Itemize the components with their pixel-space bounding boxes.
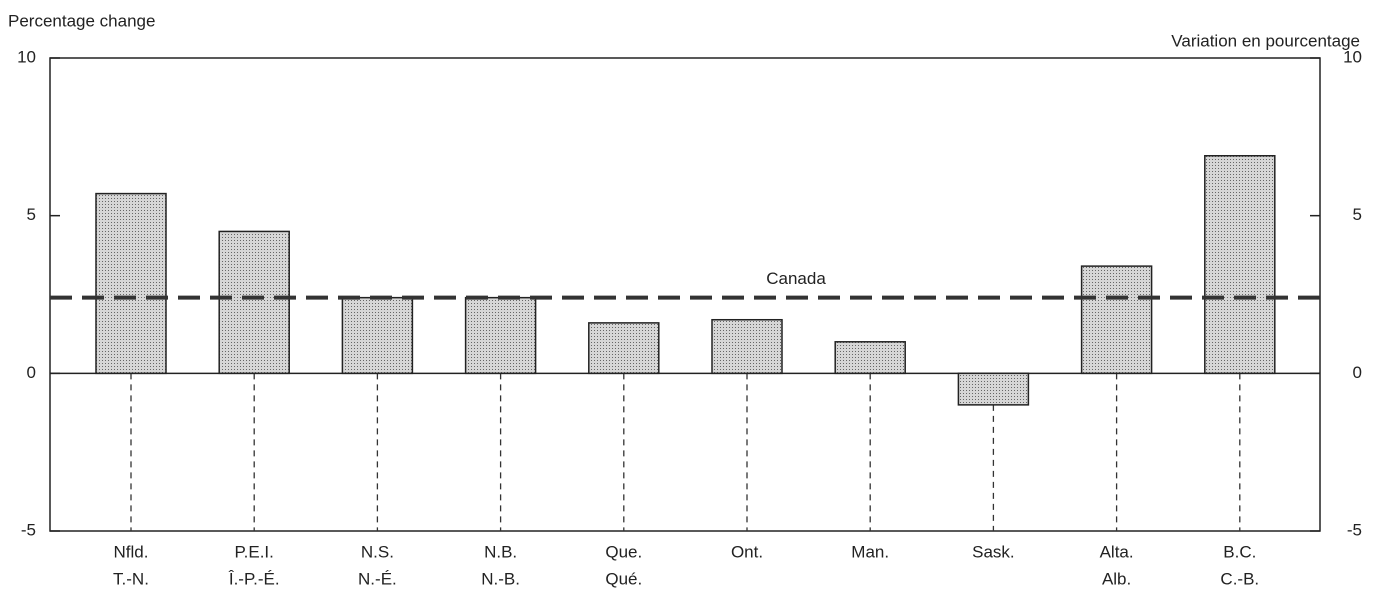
bar <box>588 322 660 375</box>
x-tick-label: B.C. <box>1223 542 1256 561</box>
x-tick-label: N.B. <box>484 542 517 561</box>
x-tick-label: N.S. <box>361 542 394 561</box>
bar <box>218 230 290 375</box>
x-tick-label-fr: N.-B. <box>481 569 520 588</box>
bar <box>711 318 783 375</box>
y-tick-label: 5 <box>27 205 36 224</box>
x-tick-label-fr: T.-N. <box>113 569 149 588</box>
y2-tick-label: 0 <box>1353 363 1362 382</box>
y2-axis-title: Variation en pourcentage <box>1171 31 1360 50</box>
y-tick-label: -5 <box>21 520 36 539</box>
bar <box>95 192 167 375</box>
x-tick-label: Que. <box>605 542 642 561</box>
y2-tick-label: 5 <box>1353 205 1362 224</box>
x-tick-label-fr: Î.-P.-É. <box>228 569 280 588</box>
y-tick-label: 0 <box>27 363 36 382</box>
y-tick-label: 10 <box>17 47 36 66</box>
x-tick-label: Nfld. <box>114 542 149 561</box>
x-tick-label-fr: N.-É. <box>358 569 397 588</box>
plot-frame <box>49 57 1321 532</box>
x-tick-label: P.E.I. <box>235 542 274 561</box>
bar <box>341 296 414 375</box>
x-tick-label: Ont. <box>731 542 763 561</box>
x-tick-label-fr: Alb. <box>1102 569 1131 588</box>
x-tick-label: Man. <box>851 542 889 561</box>
bar <box>834 341 906 375</box>
bar <box>957 372 1030 406</box>
x-tick-label: Sask. <box>972 542 1015 561</box>
y2-tick-label: 10 <box>1343 47 1362 66</box>
x-tick-label-fr: Qué. <box>605 569 642 588</box>
x-tick-label: Alta. <box>1100 542 1134 561</box>
x-tick-label-fr: C.-B. <box>1220 569 1259 588</box>
bar <box>464 296 537 375</box>
bar <box>1204 155 1276 375</box>
y2-tick-label: -5 <box>1347 520 1362 539</box>
bar <box>1080 265 1153 375</box>
y-axis-title: Percentage change <box>8 11 155 30</box>
reference-label: Canada <box>766 269 826 288</box>
